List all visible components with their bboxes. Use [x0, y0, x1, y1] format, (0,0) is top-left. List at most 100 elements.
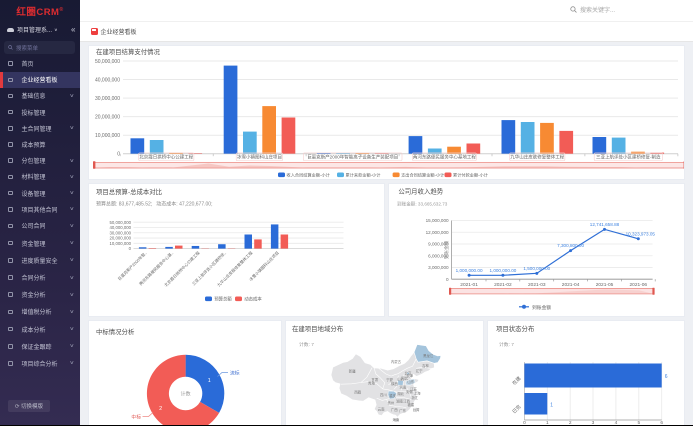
svg-text:20,000,000: 20,000,000	[109, 236, 131, 241]
svg-text:冰雪小镇图科山庄项目: 冰雪小镇图科山庄项目	[237, 154, 282, 161]
svg-text:江苏: 江苏	[410, 387, 417, 392]
svg-text:6,000,000: 6,000,000	[428, 253, 449, 258]
svg-text:台湾: 台湾	[413, 407, 420, 412]
svg-text:青海: 青海	[368, 381, 375, 386]
svg-text:到账金额: 到账金额	[532, 304, 551, 311]
svg-text:山东: 山东	[407, 379, 414, 384]
svg-text:中标情况分析: 中标情况分析	[96, 327, 135, 336]
svg-text:2021-01: 2021-01	[460, 282, 478, 288]
svg-text:北京霞日拱桥中心公建工程: 北京霞日拱桥中心公建工程	[139, 154, 193, 161]
svg-text:5: 5	[637, 420, 640, 425]
svg-text:10,000,000: 10,000,000	[109, 241, 131, 246]
svg-text:安徽: 安徽	[406, 389, 413, 394]
svg-text:巨蛋克斯产2000年智能离子设备生产装配项目: 巨蛋克斯产2000年智能离子设备生产装配项目	[307, 154, 398, 161]
svg-text:河北: 河北	[401, 376, 408, 381]
svg-text:1,500,000.00: 1,500,000.00	[523, 266, 550, 271]
svg-text:4: 4	[615, 420, 618, 425]
svg-text:在建项目结算支付情况: 在建项目结算支付情况	[96, 47, 161, 56]
svg-text:宁夏: 宁夏	[386, 377, 393, 382]
svg-text:天津: 天津	[406, 373, 413, 378]
svg-text:到账金额: 33,665,632.73: 到账金额: 33,665,632.73	[397, 201, 448, 208]
svg-text:1,000,000.00: 1,000,000.00	[456, 268, 483, 273]
svg-text:10,000,000: 10,000,000	[95, 133, 120, 139]
svg-text:山西: 山西	[397, 376, 404, 381]
svg-text:重庆: 重庆	[389, 393, 396, 398]
svg-text:河南: 河南	[400, 385, 407, 390]
svg-text:2: 2	[159, 406, 162, 412]
svg-text:浙江: 浙江	[411, 395, 418, 400]
svg-text:广东: 广东	[399, 408, 406, 413]
svg-text:12,741,658.88: 12,741,658.88	[590, 222, 620, 227]
svg-text:0: 0	[129, 246, 132, 251]
svg-text:收入合同结算金额-小计: 收入合同结算金额-小计	[287, 172, 330, 179]
svg-text:支出合同结算金额-小计: 支出合同结算金额-小计	[401, 172, 444, 179]
svg-text:计数: 计数	[181, 391, 191, 398]
svg-text:四川: 四川	[380, 393, 387, 397]
svg-text:公司月收入趋势: 公司月收入趋势	[398, 187, 443, 196]
svg-text:2021-03: 2021-03	[528, 282, 546, 288]
svg-text:50,000,000: 50,000,000	[109, 220, 131, 225]
svg-text:西藏: 西藏	[354, 390, 361, 395]
svg-text:甘肃: 甘肃	[371, 377, 378, 382]
svg-text:陕西: 陕西	[391, 381, 398, 386]
svg-text:累计付款金额-小计: 累计付款金额-小计	[453, 172, 488, 179]
svg-text:1: 1	[550, 403, 553, 409]
svg-text:20,000,000: 20,000,000	[95, 115, 120, 121]
svg-text:2021-06: 2021-06	[629, 282, 647, 288]
svg-text:2021-05: 2021-05	[596, 282, 614, 288]
svg-text:7,300,800.00: 7,300,800.00	[557, 243, 584, 248]
svg-text:30,000,000: 30,000,000	[109, 230, 131, 235]
svg-text:新疆: 新疆	[349, 368, 356, 373]
svg-text:已完: 已完	[511, 403, 523, 415]
svg-text:9,000,000: 9,000,000	[428, 242, 449, 247]
svg-text:项目状态分布: 项目状态分布	[496, 324, 535, 333]
svg-text:三亚上航评处小区建桥修复-制造: 三亚上航评处小区建桥修复-制造	[596, 154, 661, 161]
svg-text:0: 0	[117, 152, 120, 158]
svg-text:0: 0	[446, 277, 449, 282]
svg-text:12,000,000: 12,000,000	[426, 230, 449, 235]
svg-text:40,000,000: 40,000,000	[95, 78, 120, 84]
svg-text:辽宁: 辽宁	[416, 368, 423, 373]
svg-text:15,000,000: 15,000,000	[426, 218, 449, 223]
svg-text:6: 6	[665, 374, 668, 380]
svg-text:在建: 在建	[511, 375, 523, 387]
svg-text:1,000,000.00: 1,000,000.00	[489, 268, 516, 273]
svg-text:湖南: 湖南	[396, 398, 403, 403]
svg-text:吉林: 吉林	[422, 363, 429, 368]
svg-text:预算总额: 83,677,485.52; 动态成本: 4: 预算总额: 83,677,485.52; 动态成本: 47,220,677.00…	[96, 201, 212, 208]
svg-text:福建: 福建	[407, 402, 414, 407]
svg-text:0: 0	[523, 420, 526, 425]
svg-text:3: 3	[592, 420, 595, 425]
svg-text:10,323,973.05: 10,323,973.05	[626, 231, 656, 236]
svg-text:北京: 北京	[405, 371, 412, 376]
svg-text:计数: 7: 计数: 7	[299, 341, 314, 348]
svg-text:九华山庄皮肤修复整体工程: 九华山庄皮肤修复整体工程	[510, 154, 564, 161]
svg-text:2021-04: 2021-04	[562, 282, 580, 288]
svg-text:预算总额: 预算总额	[214, 296, 232, 303]
svg-text:累计来款金额-小计: 累计来款金额-小计	[346, 172, 381, 179]
svg-text:6: 6	[660, 420, 663, 425]
svg-text:在建项目地域分布: 在建项目地域分布	[292, 324, 344, 333]
svg-text:1: 1	[208, 378, 211, 384]
svg-text:内蒙古: 内蒙古	[391, 359, 402, 364]
svg-text:50,000,000: 50,000,000	[95, 59, 120, 65]
svg-text:3,000,000: 3,000,000	[428, 265, 449, 270]
svg-text:30,000,000: 30,000,000	[95, 96, 120, 102]
svg-text:2: 2	[569, 420, 572, 425]
svg-text:广西: 广西	[391, 407, 398, 412]
svg-text:计数: 7: 计数: 7	[499, 341, 514, 348]
svg-text:云南: 云南	[378, 406, 385, 411]
svg-text:2021-02: 2021-02	[494, 282, 512, 288]
svg-text:海南: 海南	[393, 417, 400, 422]
svg-text:黑龙江: 黑龙江	[423, 353, 434, 358]
svg-text:流标: 流标	[230, 370, 240, 377]
svg-text:项目总预算-总成本对比: 项目总预算-总成本对比	[96, 187, 163, 196]
svg-text:40,000,000: 40,000,000	[109, 225, 131, 230]
svg-text:上海: 上海	[414, 390, 421, 395]
svg-text:贵州: 贵州	[388, 400, 395, 405]
svg-text:江西: 江西	[403, 398, 410, 403]
svg-text:1: 1	[546, 420, 549, 425]
svg-text:中标: 中标	[131, 414, 141, 421]
svg-text:动态成本: 动态成本	[244, 296, 262, 303]
svg-text:两河东路便民服务中心基地工程: 两河东路便民服务中心基地工程	[413, 154, 476, 161]
